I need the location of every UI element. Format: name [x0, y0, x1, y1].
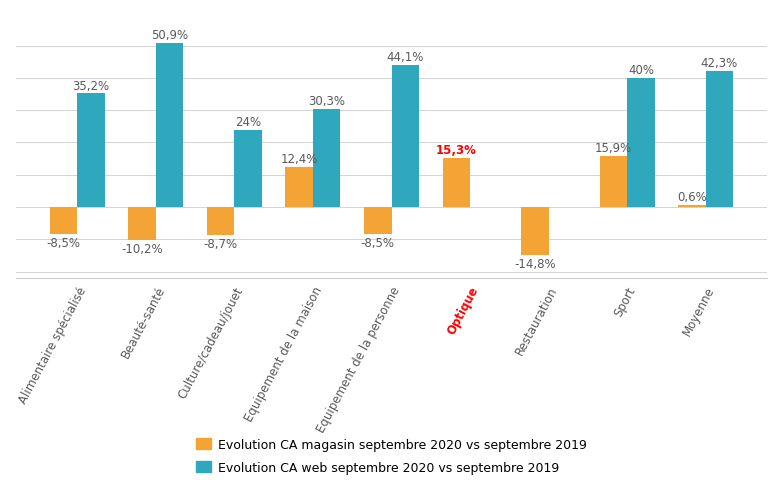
- Bar: [678, 205, 705, 207]
- Text: -8,7%: -8,7%: [204, 238, 238, 251]
- Text: 30,3%: 30,3%: [309, 95, 345, 108]
- Bar: [392, 66, 419, 207]
- Bar: [156, 44, 183, 207]
- Text: 15,3%: 15,3%: [436, 144, 477, 156]
- Bar: [313, 110, 341, 207]
- Bar: [286, 168, 313, 207]
- Text: 24%: 24%: [235, 115, 262, 128]
- Bar: [128, 207, 156, 240]
- Bar: [705, 72, 733, 207]
- Bar: [207, 207, 234, 236]
- Text: 35,2%: 35,2%: [73, 79, 110, 92]
- Bar: [627, 79, 655, 207]
- Bar: [521, 207, 549, 255]
- Text: -8,5%: -8,5%: [46, 237, 81, 250]
- Text: 42,3%: 42,3%: [701, 57, 738, 70]
- Bar: [78, 94, 105, 207]
- Text: 44,1%: 44,1%: [387, 51, 424, 64]
- Text: -8,5%: -8,5%: [361, 237, 395, 250]
- Bar: [600, 156, 627, 207]
- Text: -14,8%: -14,8%: [514, 257, 556, 270]
- Text: -10,2%: -10,2%: [121, 242, 163, 255]
- Bar: [364, 207, 392, 235]
- Text: 50,9%: 50,9%: [151, 29, 188, 42]
- Bar: [50, 207, 78, 235]
- Bar: [234, 130, 262, 207]
- Text: 40%: 40%: [628, 64, 654, 77]
- Text: 15,9%: 15,9%: [595, 142, 632, 155]
- Legend: Evolution CA magasin septembre 2020 vs septembre 2019, Evolution CA web septembr: Evolution CA magasin septembre 2020 vs s…: [196, 438, 587, 474]
- Bar: [442, 158, 470, 207]
- Text: 12,4%: 12,4%: [280, 153, 318, 166]
- Text: 0,6%: 0,6%: [677, 191, 707, 204]
